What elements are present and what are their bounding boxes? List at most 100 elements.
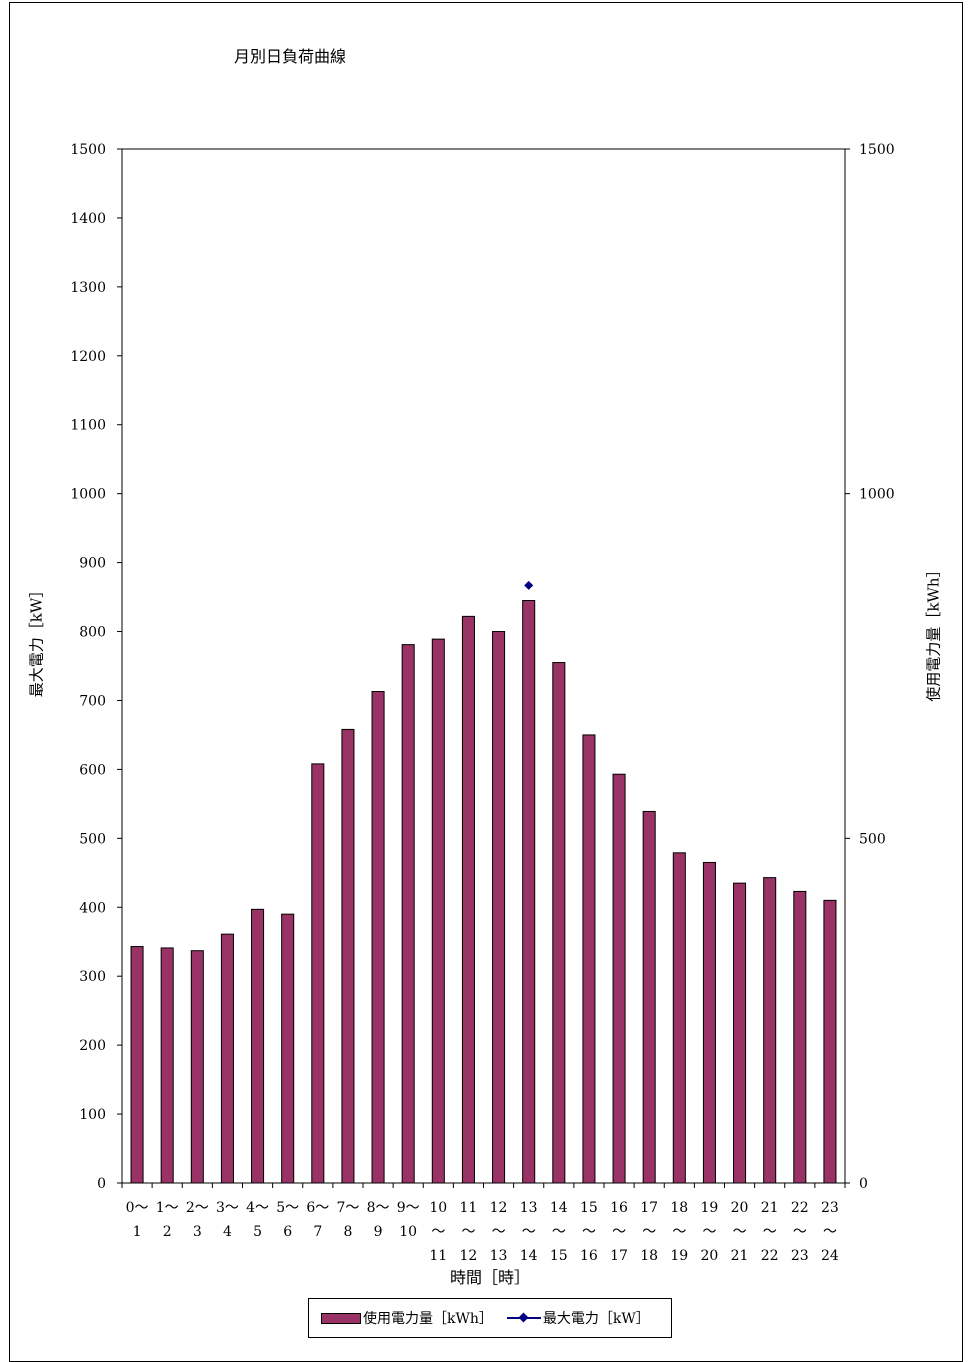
bar [461, 615, 475, 1184]
x-tick-label: 18 [670, 1200, 688, 1216]
x-tick-label: 17 [640, 1200, 658, 1216]
right-tick-label: 1000 [859, 487, 895, 503]
bar [431, 638, 445, 1184]
x-tick-label: 〜 [672, 1224, 686, 1240]
bar [823, 899, 837, 1184]
x-axis-title: 時間［時］ [450, 1268, 530, 1287]
x-tick-label: 8〜 [367, 1200, 390, 1216]
x-tick-label: 5 [253, 1224, 262, 1240]
x-tick-label: 7 [313, 1224, 322, 1240]
bar [702, 861, 716, 1184]
x-tick-label: 〜 [431, 1224, 445, 1240]
x-tick-label: 6 [283, 1224, 292, 1240]
x-tick-label: 22 [761, 1248, 779, 1264]
right-tick-label: 0 [859, 1176, 868, 1192]
bar [672, 852, 686, 1184]
x-tick-label: 16 [580, 1248, 598, 1264]
left-y-axis: 0 100 200 300 400 500 600 700 800 900 1000 1100 1200… [70, 142, 122, 1192]
x-tick-label: 12 [460, 1248, 478, 1264]
x-tick-label: 21 [731, 1248, 749, 1264]
x-tick-label: 24 [821, 1248, 839, 1264]
x-tick-label: 1 [133, 1224, 142, 1240]
bar [371, 691, 385, 1184]
x-tick-label: 20 [701, 1248, 719, 1264]
x-tick-label: 17 [610, 1248, 628, 1264]
legend-bar-label: 使用電力量［kWh］ [363, 1311, 493, 1327]
left-tick-label: 300 [79, 969, 106, 985]
x-tick-label: 20 [731, 1200, 749, 1216]
right-tick-label: 500 [859, 831, 886, 847]
x-tick-label: 9 [374, 1224, 383, 1240]
bar [793, 890, 807, 1184]
left-tick-label: 700 [79, 693, 106, 709]
x-tick-label: 8 [343, 1224, 352, 1240]
bar [552, 662, 566, 1184]
right-y-axis: 0 500 1000 1500 [845, 142, 895, 1192]
x-tick-label: 18 [640, 1248, 658, 1264]
bar [612, 773, 626, 1184]
x-tick-label: 4 [223, 1224, 232, 1240]
max-power-point [524, 580, 534, 590]
left-tick-label: 500 [79, 831, 106, 847]
bar [341, 728, 355, 1184]
right-y-axis-title: 使用電力量［kWh］ [924, 562, 943, 702]
right-tick-label: 1500 [859, 142, 895, 158]
bar [582, 734, 596, 1184]
x-tick-label: 19 [670, 1248, 688, 1264]
plot-area [121, 148, 846, 1184]
x-tick-label: 3〜 [216, 1200, 239, 1216]
x-tick-label: 〜 [642, 1224, 656, 1240]
x-tick-label: 〜 [612, 1224, 626, 1240]
bar [492, 631, 506, 1184]
x-tick-label: 〜 [461, 1224, 475, 1240]
x-tick-label: 23 [791, 1248, 809, 1264]
x-tick-label: 15 [580, 1200, 598, 1216]
legend: 使用電力量［kWh］ 最大電力［kW］ [308, 1298, 672, 1338]
left-tick-label: 1000 [70, 487, 106, 503]
left-y-axis-title: 最大電力［kW］ [27, 582, 46, 698]
x-tick-label: 12 [490, 1200, 508, 1216]
legend-line-label: 最大電力［kW］ [542, 1311, 650, 1327]
x-tick-label: 14 [520, 1248, 538, 1264]
left-tick-label: 200 [79, 1038, 106, 1054]
x-tick-label: 21 [761, 1200, 779, 1216]
point-series [524, 580, 534, 590]
bar [130, 946, 144, 1184]
x-tick-label: 9〜 [397, 1200, 420, 1216]
x-tick-label: 〜 [823, 1224, 837, 1240]
legend-bar-swatch [321, 1312, 361, 1324]
x-tick-label: 5〜 [276, 1200, 299, 1216]
left-tick-label: 1500 [70, 142, 106, 158]
x-tick-label: 13 [490, 1248, 508, 1264]
left-tick-label: 900 [79, 556, 106, 572]
x-tick-label: 6〜 [306, 1200, 329, 1216]
bar [642, 810, 656, 1184]
left-tick-label: 800 [79, 625, 106, 641]
x-tick-label: 16 [610, 1200, 628, 1216]
bar [251, 908, 265, 1184]
bar [763, 877, 777, 1184]
bar [190, 950, 204, 1184]
x-tick-label: 10 [399, 1224, 417, 1240]
x-tick-label: 0〜 [126, 1200, 149, 1216]
x-tick-label: 19 [701, 1200, 719, 1216]
bar-series [130, 600, 837, 1184]
bar [522, 600, 536, 1184]
left-tick-label: 1200 [70, 349, 106, 365]
x-tick-label: 11 [460, 1200, 478, 1216]
bar [311, 763, 325, 1184]
x-tick-label: 〜 [793, 1224, 807, 1240]
x-tick-label: 13 [520, 1200, 538, 1216]
bar [281, 913, 295, 1184]
left-tick-label: 0 [97, 1176, 106, 1192]
left-tick-label: 600 [79, 762, 106, 778]
x-tick-label: 〜 [522, 1224, 536, 1240]
x-tick-label: 〜 [763, 1224, 777, 1240]
left-tick-label: 1300 [70, 280, 106, 296]
x-tick-label: 11 [429, 1248, 447, 1264]
legend-line-marker-icon [506, 1313, 541, 1323]
x-tick-label: 3 [193, 1224, 202, 1240]
x-tick-label: 〜 [492, 1224, 506, 1240]
x-tick-label: 2〜 [186, 1200, 209, 1216]
